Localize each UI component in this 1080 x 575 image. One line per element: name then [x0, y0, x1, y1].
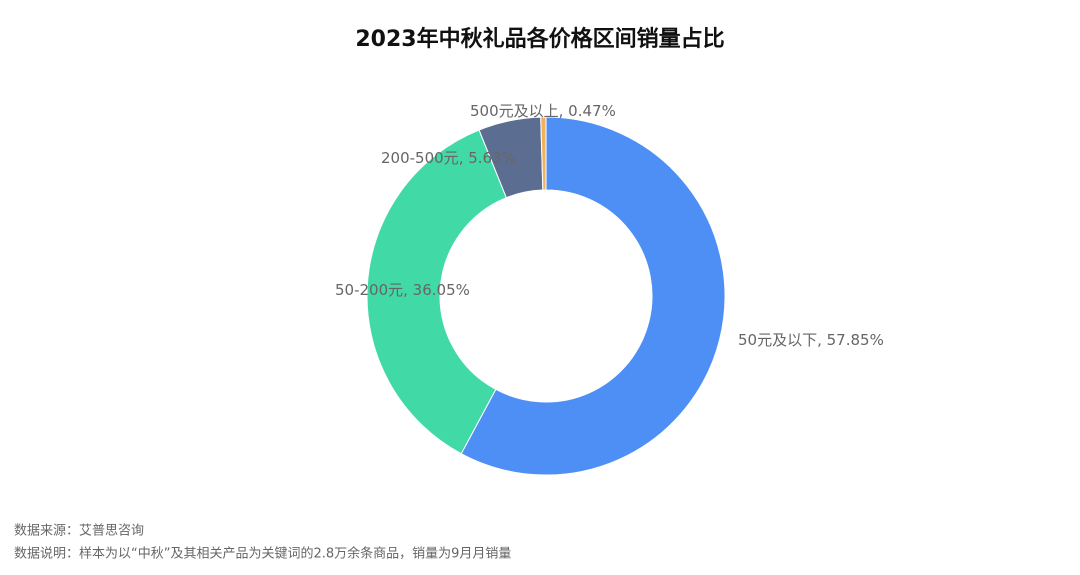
donut-slice: [460, 116, 726, 476]
category-name: 50元及以下: [738, 331, 817, 349]
category-name: 500元及以上: [470, 102, 559, 120]
value-label: , 5.63%: [459, 149, 516, 167]
slice-label: 500元及以上, 0.47%: [470, 102, 616, 120]
note: 数据说明：样本为以“中秋”及其相关产品为关键词的2.8万余条商品，销量为9月月销…: [14, 546, 511, 562]
category-name: 200-500元: [381, 149, 459, 167]
slice-label: 50-200元, 36.05%: [335, 281, 470, 299]
slice-label: 50元及以下, 57.85%: [738, 331, 884, 349]
value-label: , 57.85%: [817, 331, 884, 349]
value-label: , 0.47%: [559, 102, 616, 120]
source: 数据来源：艾普思咨询: [14, 524, 144, 539]
chart-title: 2023年中秋礼品各价格区间销量占比: [355, 26, 724, 52]
category-name: 50-200元: [335, 281, 403, 299]
donut-slice: [366, 129, 508, 455]
donut-slice: [540, 116, 547, 191]
slice-label: 200-500元, 5.63%: [381, 149, 516, 167]
value-label: , 36.05%: [403, 281, 470, 299]
